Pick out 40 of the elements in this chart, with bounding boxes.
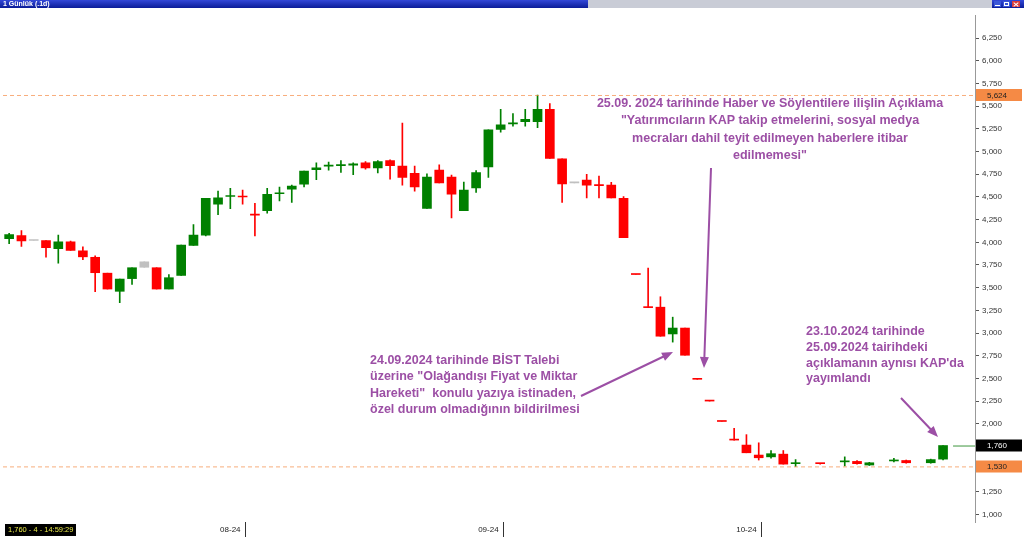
y-tick-label: 2,500 bbox=[982, 373, 1003, 383]
ref-line-label: 1,530 bbox=[987, 462, 1008, 472]
candlestick bbox=[348, 162, 359, 176]
x-tick-label: 08-24 bbox=[220, 525, 242, 534]
y-tick-label: 5,000 bbox=[982, 146, 1003, 156]
y-tick-label: 3,000 bbox=[982, 328, 1003, 338]
y-tick-label: 2,750 bbox=[982, 350, 1003, 360]
candlestick bbox=[53, 234, 64, 264]
y-tick-label: 3,500 bbox=[982, 282, 1003, 292]
y-tick-label: 4,250 bbox=[982, 214, 1003, 224]
annotation: 23.10.2024 tarihinde 25.09.2024 tairihdeki açıklamanın aynısı KAP'da yayımlandı bbox=[806, 324, 964, 388]
x-tick-label: 10-24 bbox=[736, 525, 758, 534]
y-tick-label: 6,000 bbox=[982, 56, 1003, 66]
candlestick bbox=[520, 109, 531, 127]
y-tick-label: 4,500 bbox=[982, 192, 1003, 202]
annotation: 24.09.2024 tarihinde BİST Talebi üzerine "Olağandışı Fiyat ve Miktar Hareketi" konulu yazıya istinaden, özel durum olmadığının bildirilmesi bbox=[370, 352, 580, 418]
annotation: 25.09. 2024 tarihinde Haber ve Söylentilere ilişlin Açıklama "Yatırımcıların KAP takip etmelerini, sosyal medya mecraları dahil teyit edilmeyen haberlere itibar edilmemesi" bbox=[595, 95, 945, 164]
candlestick bbox=[286, 184, 297, 203]
y-tick-label: 5,750 bbox=[982, 78, 1003, 88]
candlestick bbox=[336, 160, 346, 173]
ref-line-label: 1,760 bbox=[987, 441, 1008, 451]
candlestick bbox=[495, 109, 506, 133]
y-tick-label: 5,500 bbox=[982, 101, 1003, 111]
y-tick-label: 1,000 bbox=[982, 509, 1003, 519]
candlestick bbox=[643, 267, 653, 308]
candlestick bbox=[753, 442, 764, 461]
y-tick-label: 5,250 bbox=[982, 124, 1003, 134]
candlestick bbox=[581, 173, 592, 199]
y-tick-label: 4,000 bbox=[982, 237, 1003, 247]
y-tick-label: 3,250 bbox=[982, 305, 1003, 315]
y-tick-label: 6,250 bbox=[982, 33, 1003, 43]
y-tick-label: 4,750 bbox=[982, 169, 1003, 179]
y-tick-label: 2,000 bbox=[982, 418, 1003, 428]
candlestick bbox=[594, 175, 604, 199]
ref-line-label: 5,624 bbox=[987, 90, 1008, 100]
candlestick bbox=[385, 159, 395, 180]
y-tick-label: 1,250 bbox=[982, 486, 1003, 496]
y-tick-label: 2,250 bbox=[982, 396, 1003, 406]
y-tick-label: 3,750 bbox=[982, 260, 1003, 270]
x-tick-label: 09-24 bbox=[478, 525, 500, 534]
